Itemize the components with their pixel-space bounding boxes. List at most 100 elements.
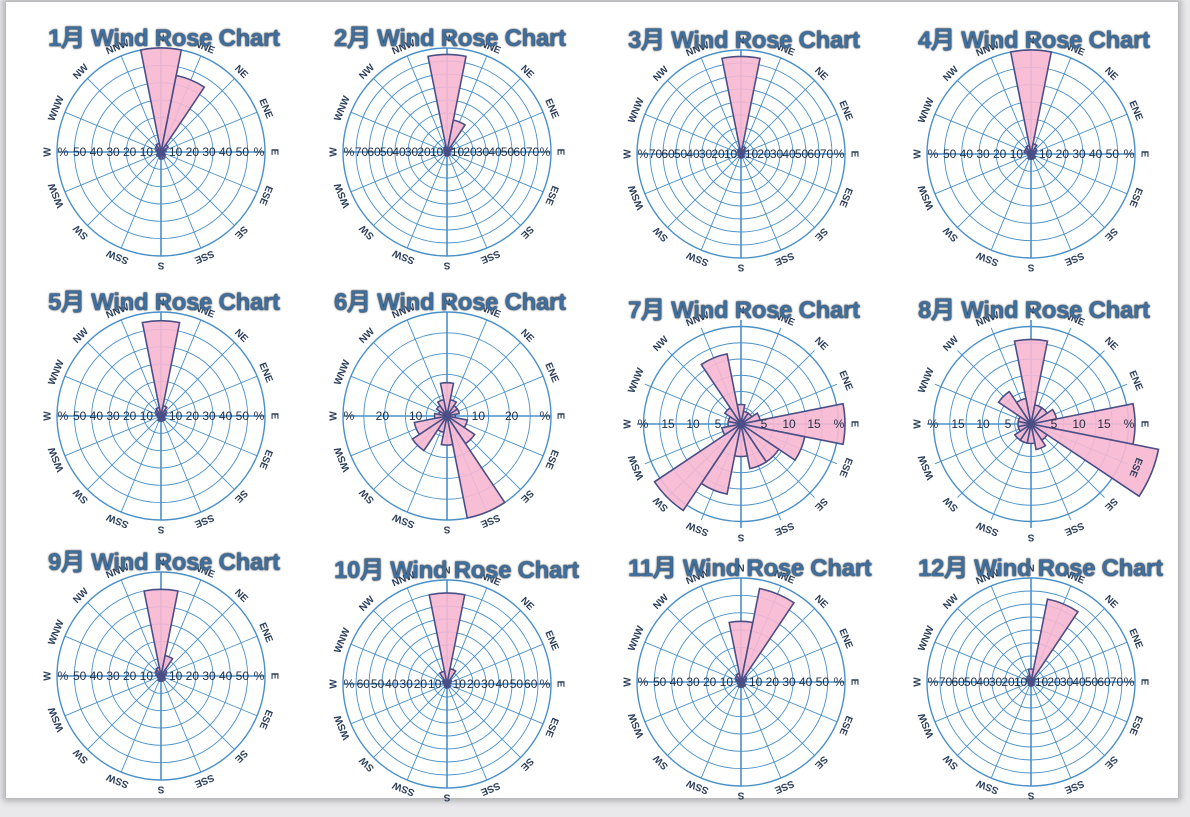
radial-tick-label: 20 — [123, 669, 137, 683]
direction-label: W — [623, 677, 634, 687]
radial-tick-label: 40 — [960, 147, 974, 161]
chart-title: 4月 Wind Rose Chart — [918, 27, 1150, 54]
grid-spoke — [64, 375, 162, 417]
direction-label: WNW — [627, 366, 647, 395]
radial-tick-label: 70 — [1110, 675, 1124, 689]
direction-label: WNW — [333, 626, 353, 655]
radial-tick-label: 20 — [1056, 147, 1070, 161]
direction-label: S — [157, 260, 164, 271]
radial-tick-label: 30 — [399, 677, 413, 691]
direction-label: N — [157, 558, 164, 569]
radial-tick-label: 10 — [745, 147, 759, 161]
wind-wedge-n — [439, 381, 455, 417]
radial-tick-label: 30 — [1072, 147, 1086, 161]
radial-tick-label: 70 — [820, 147, 834, 161]
chart-title: 12月 Wind Rose Chart — [918, 555, 1163, 582]
radial-tick-label: 10 — [1039, 147, 1053, 161]
direction-label: WSW — [332, 713, 352, 741]
grid-spoke — [87, 342, 162, 417]
grid-spoke — [406, 55, 448, 153]
radial-tick-label: 20 — [417, 145, 431, 159]
grid-spoke — [446, 342, 521, 417]
grid-spoke — [740, 153, 782, 251]
wind-wedge-wsw — [720, 423, 742, 436]
grid-spoke — [1030, 681, 1072, 779]
grid-spoke — [446, 151, 521, 226]
direction-label: WNW — [47, 358, 67, 387]
radial-tick-label: 10 — [430, 145, 444, 159]
radial-tick-label: % — [1124, 417, 1135, 431]
direction-label: WNW — [47, 618, 67, 647]
radial-tick-label: 10 — [782, 417, 796, 431]
direction-label: SE — [812, 495, 829, 512]
grid-spoke — [160, 415, 235, 490]
direction-label: N — [443, 34, 450, 45]
wind-rose-panel: N NNE NE ENE E ESE SE SSE S SSW SW WSW W WNW NW NNW 10 10… — [606, 22, 899, 287]
grid-spoke — [1030, 80, 1105, 155]
radial-tick-label: 30 — [699, 147, 713, 161]
wind-rose-panel: N NNE NE ENE E ESE SE SSE S SSW SW WSW W WNW NW NNW 10 10… — [312, 20, 605, 285]
radial-tick-label: 40 — [385, 677, 399, 691]
grid-spoke — [667, 681, 742, 756]
radial-tick-label: 60 — [661, 147, 675, 161]
direction-label: W — [913, 419, 924, 429]
chart-title: 6月 Wind Rose Chart — [334, 289, 566, 316]
grid-spoke — [406, 151, 448, 249]
direction-label: WNW — [917, 366, 937, 395]
radial-tick-label: 50 — [380, 145, 394, 159]
grid-spoke — [1030, 681, 1128, 723]
grid-spoke — [1030, 153, 1105, 228]
grid-spoke — [350, 111, 448, 153]
direction-label: WSW — [332, 445, 352, 473]
direction-label: S — [1027, 262, 1034, 273]
wind-wedge-nnw — [155, 406, 162, 417]
wind-wedge-e — [740, 402, 846, 446]
grid-spoke — [934, 423, 1032, 465]
wind-rose-chart: N NNENEENEEESESESSESSSWSWWSWWWNWNWNNW1010… — [329, 298, 566, 535]
wind-rose-chart: N NNENEENEEESESESSESSSWSWWSWWWNWNWNNW1010… — [913, 36, 1150, 273]
direction-label: S — [737, 532, 744, 543]
direction-label: E — [269, 673, 280, 680]
radial-tick-label: % — [540, 145, 551, 159]
direction-label: E — [1139, 151, 1150, 158]
radial-tick-label: 10 — [1014, 675, 1028, 689]
wind-rose-panel: N NNE NE ENE E ESE SE SSE S SSW SW WSW W WNW NW NNW 10 10… — [26, 20, 319, 285]
chart-title: 9月 Wind Rose Chart — [48, 549, 280, 576]
radial-tick-label: % — [58, 669, 69, 683]
wind-wedge-n — [427, 53, 467, 153]
radial-tick-label: 40 — [686, 147, 700, 161]
grid-spoke — [160, 675, 202, 773]
grid-spoke — [350, 683, 448, 725]
grid-spoke — [990, 585, 1032, 683]
radial-tick-label: 20 — [757, 147, 771, 161]
grid-spoke — [990, 681, 1032, 779]
radial-tick-label: % — [834, 147, 845, 161]
radial-tick-label: % — [928, 147, 939, 161]
radial-tick-label: 30 — [106, 409, 120, 423]
direction-label: WSW — [916, 453, 936, 481]
grid-spoke — [446, 111, 544, 153]
chart-title: 2月 Wind Rose Chart — [334, 25, 566, 52]
wind-wedge-ese — [1030, 423, 1160, 498]
grid-spoke — [740, 681, 782, 779]
wind-wedge-nnw — [1015, 397, 1032, 425]
radial-tick-label: 20 — [186, 145, 200, 159]
direction-label: E — [849, 151, 860, 158]
radial-tick-label: 50 — [501, 145, 515, 159]
wind-rose-panel: N NNE NE ENE E ESE SE SSE S SSW SW WSW W WNW NW NNW 10 10… — [312, 552, 605, 817]
radial-tick-label: 20 — [766, 675, 780, 689]
grid-spoke — [934, 641, 1032, 683]
direction-label: WNW — [333, 94, 353, 123]
wind-wedge-nnw — [700, 352, 742, 425]
wind-wedge-nnw — [737, 147, 742, 155]
wind-wedge-n — [721, 55, 761, 155]
wind-wedge-ene — [446, 407, 461, 417]
radial-tick-label: 50 — [674, 147, 688, 161]
radial-tick-label: 50 — [236, 409, 250, 423]
grid-spoke — [1030, 153, 1128, 195]
grid-spoke — [350, 375, 448, 417]
radial-tick-label: % — [344, 409, 355, 423]
direction-label: N — [157, 34, 164, 45]
grid-spoke — [740, 641, 838, 683]
